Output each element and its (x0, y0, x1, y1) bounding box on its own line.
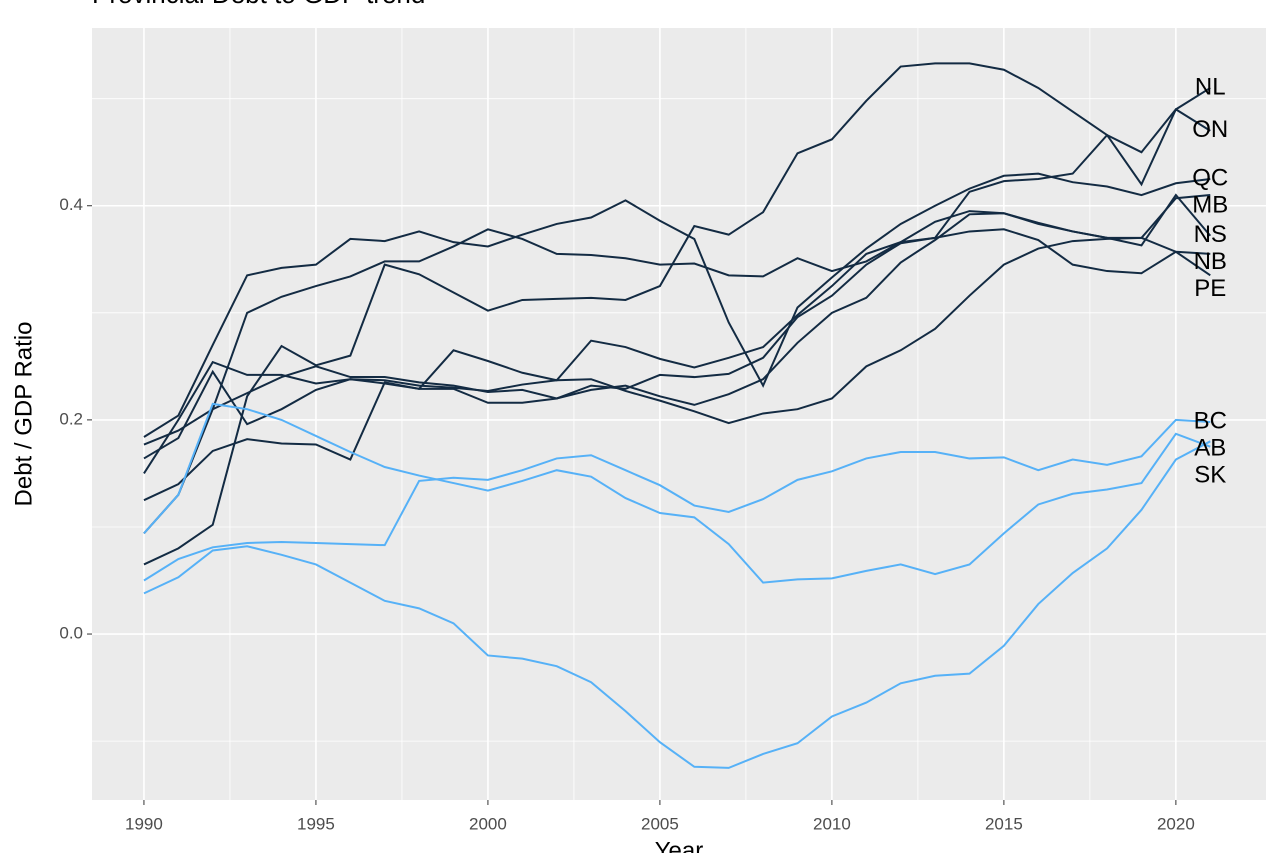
series-line (143, 172, 1211, 438)
series-label: QC (1192, 164, 1228, 191)
y-tick-label: 0.2 (59, 409, 83, 428)
x-tick-label: 1990 (125, 814, 163, 833)
series-line (143, 228, 1211, 460)
x-tick-label: 1995 (297, 814, 335, 833)
x-tick-label: 2000 (469, 814, 507, 833)
series-label: NS (1194, 221, 1227, 248)
x-tick-label: 2005 (641, 814, 679, 833)
series-label: MB (1192, 191, 1228, 218)
series-label: ON (1192, 116, 1228, 143)
series-label: NL (1195, 73, 1226, 100)
series-line (143, 108, 1211, 502)
series-line (143, 440, 1211, 769)
series-label: PE (1194, 275, 1226, 302)
series-label: NB (1194, 248, 1227, 275)
x-axis-label: Year (655, 837, 704, 853)
series-label: SK (1194, 461, 1226, 488)
y-tick-label: 0.0 (59, 624, 83, 643)
x-tick-label: 2010 (813, 814, 851, 833)
series-line (143, 62, 1211, 566)
chart-title: Provincial Debt to GDP trend (92, 0, 425, 9)
x-tick-label: 2015 (985, 814, 1023, 833)
panel (92, 28, 1266, 800)
y-axis-label: Debt / GDP Ratio (10, 322, 37, 507)
series-line (143, 210, 1211, 446)
series-line (143, 402, 1211, 584)
y-tick-label: 0.4 (59, 195, 83, 214)
series-label: AB (1194, 434, 1226, 461)
series-line (143, 194, 1211, 474)
x-tick-label: 2020 (1157, 814, 1195, 833)
series-label: BC (1194, 407, 1227, 434)
series-line (143, 418, 1211, 582)
